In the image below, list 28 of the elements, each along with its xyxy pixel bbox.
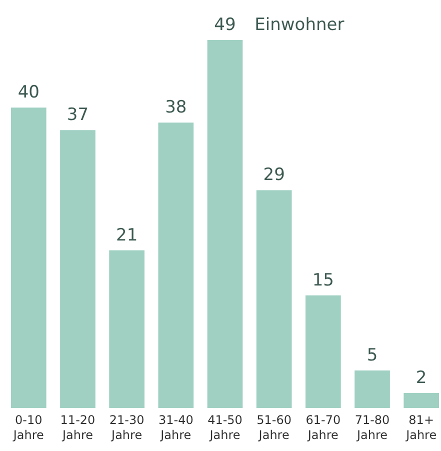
x-tick-label: 11-20 Jahre [60, 413, 96, 442]
data-label: 2 [416, 368, 427, 388]
bar [256, 190, 292, 408]
x-tick-label: 51-60 Jahre [256, 413, 292, 442]
data-label: 40 [18, 82, 40, 103]
bar [109, 250, 144, 408]
data-label: 38 [165, 98, 187, 118]
bar [354, 370, 390, 408]
x-tick-label: 0-10 Jahre [12, 413, 44, 442]
x-tick-label: 21-30 Jahre [109, 413, 144, 442]
data-label: 29 [263, 165, 285, 186]
bar [10, 108, 46, 408]
bar [60, 130, 96, 408]
x-tick-label: 41-50 Jahre [208, 413, 242, 442]
text: Einwohner [254, 15, 344, 35]
data-label: 15 [312, 270, 334, 290]
data-label: 21 [116, 225, 138, 246]
data-label: 37 [66, 105, 89, 126]
bar [306, 295, 341, 408]
x-tick-label: 31-40 Jahre [158, 413, 194, 442]
bar [158, 122, 194, 408]
data-label: 49 [214, 15, 236, 35]
data-label: 5 [366, 345, 378, 366]
bar [207, 40, 243, 408]
bar [404, 392, 440, 408]
x-tick-label: 71-80 Jahre [354, 413, 390, 442]
x-tick-label: 81+ Jahre [405, 413, 437, 442]
x-tick-label: 61-70 Jahre [306, 413, 341, 442]
